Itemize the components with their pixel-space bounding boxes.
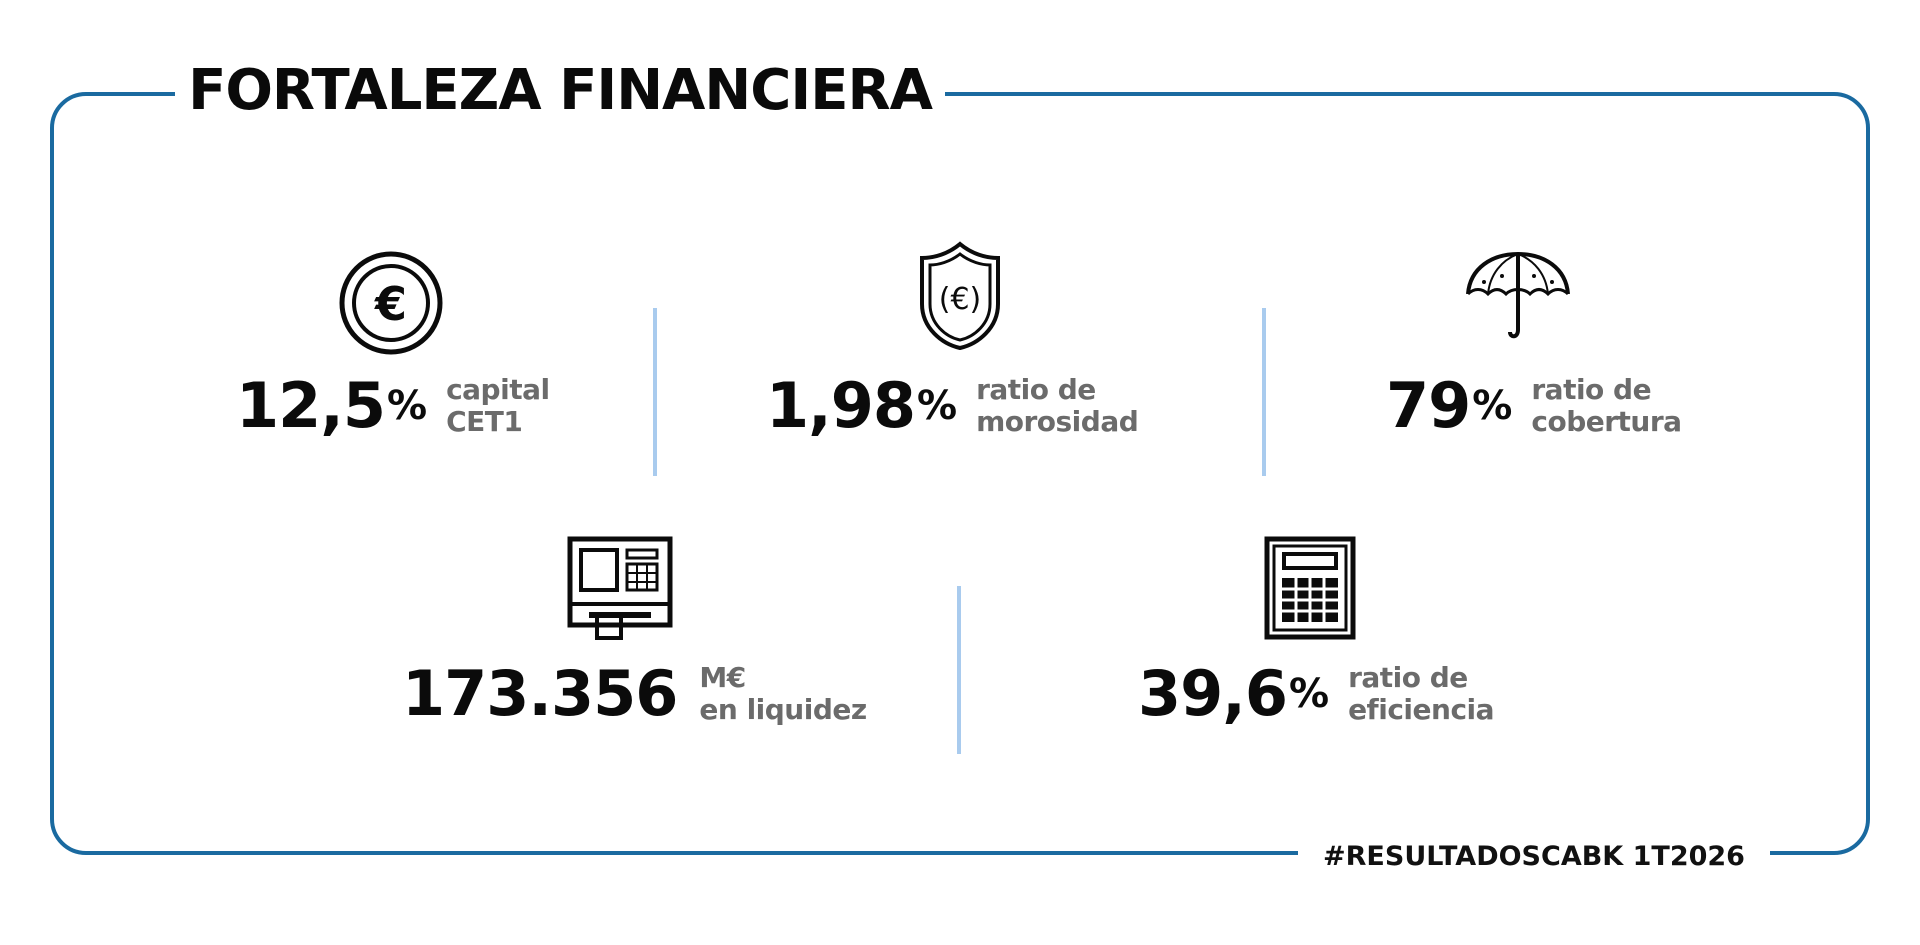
metric-value: 39,6 <box>1138 657 1288 730</box>
svg-text:(€): (€) <box>939 282 982 317</box>
atm-icon <box>567 536 673 640</box>
hashtag-footer: #RESULTADOSCABK 1T2026 <box>1323 840 1745 872</box>
metric-label-line1: ratio de <box>1531 373 1652 406</box>
metric-capital-cet1: 12,5 % capital CET1 <box>236 374 550 438</box>
metric-unit: % <box>386 383 427 429</box>
metric-liquidez: 173.356 M€ en liquidez <box>402 662 867 726</box>
metric-label-line2: CET1 <box>446 405 523 438</box>
metric-label-line2: en liquidez <box>699 693 867 726</box>
metric-ratio-cobertura: 79 % ratio de cobertura <box>1386 374 1682 438</box>
metric-value: 12,5 <box>236 369 386 442</box>
metric-value: 79 <box>1386 369 1471 442</box>
metric-label: capital CET1 <box>446 374 550 438</box>
calculator-icon <box>1264 536 1356 640</box>
metric-label-line2: morosidad <box>976 405 1139 438</box>
divider-3 <box>957 586 961 754</box>
metric-unit: % <box>1472 383 1512 429</box>
metric-label-line2: eficiencia <box>1348 693 1495 726</box>
metric-label-line1: ratio de <box>976 373 1096 406</box>
metric-unit: % <box>1288 671 1329 717</box>
metric-label: ratio de eficiencia <box>1348 662 1494 726</box>
title-container: FORTALEZA FINANCIERA <box>175 50 945 130</box>
metric-label-line2: cobertura <box>1531 405 1682 438</box>
metric-label: ratio de morosidad <box>976 373 1139 438</box>
metric-unit: % <box>916 383 957 429</box>
metric-ratio-morosidad: 1,98 % ratio de morosidad <box>766 369 1139 442</box>
page-title: FORTALEZA FINANCIERA <box>188 57 933 123</box>
footer-container: #RESULTADOSCABK 1T2026 <box>1298 830 1770 882</box>
content-frame <box>50 92 1870 855</box>
metric-label-line1: M€ <box>699 661 746 694</box>
metric-value: 1,98 <box>766 369 916 442</box>
metric-label-line1: ratio de <box>1348 661 1468 694</box>
metric-label: ratio de cobertura <box>1531 373 1682 438</box>
euro-shield-icon: (€) <box>920 241 1000 351</box>
svg-text:€: € <box>374 277 407 331</box>
divider-2 <box>1262 308 1266 476</box>
euro-coin-icon: € <box>339 251 443 355</box>
metric-ratio-eficiencia: 39,6 % ratio de eficiencia <box>1138 657 1495 730</box>
metric-label: M€ en liquidez <box>699 661 867 726</box>
divider-1 <box>653 308 657 476</box>
umbrella-icon <box>1466 251 1570 339</box>
metric-value: 173.356 <box>402 657 678 730</box>
metric-label-line1: capital <box>446 373 550 406</box>
